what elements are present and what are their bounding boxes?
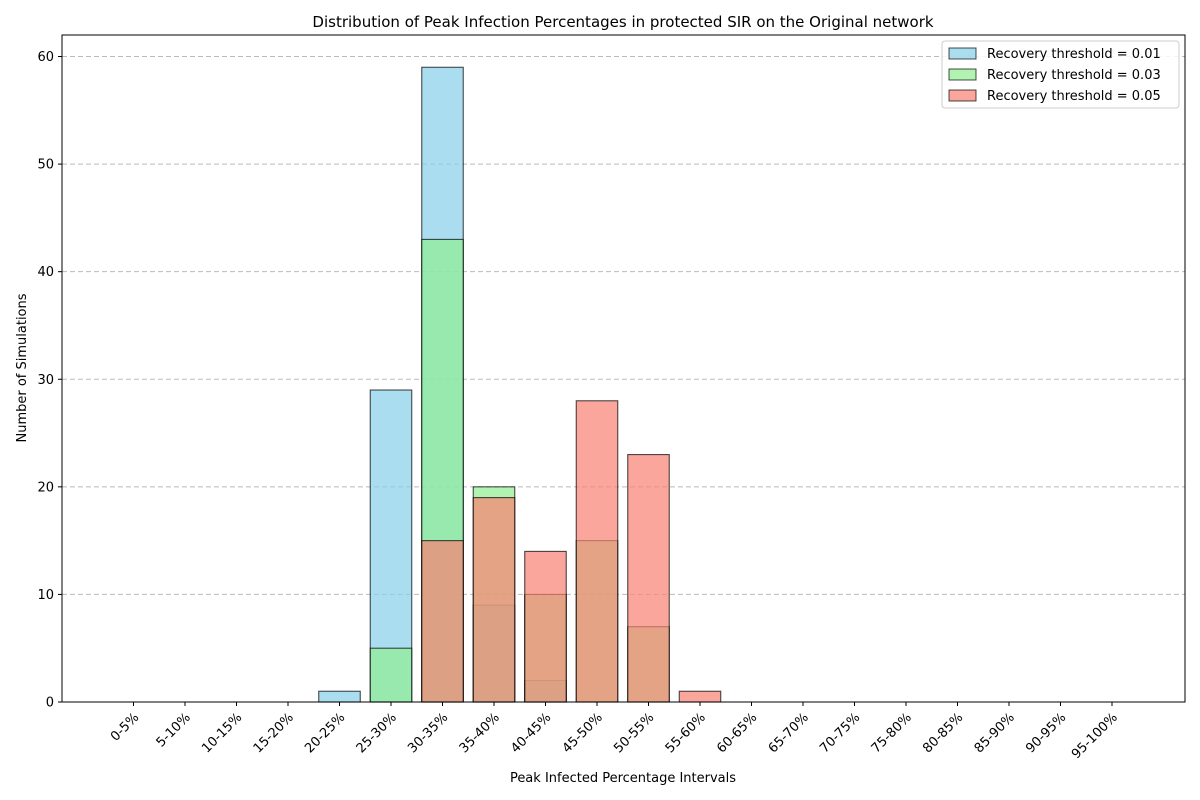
x-tick-label: 70-75% xyxy=(817,710,863,756)
legend-label-1: Recovery threshold = 0.01 xyxy=(987,47,1161,62)
x-tick-label: 80-85% xyxy=(920,710,966,756)
x-axis: 0-5% 5-10% 10-15% 15-20% 20-25% 25-30% 30-35% 3… xyxy=(108,702,1121,762)
plot-frame xyxy=(61,34,1186,703)
legend-label-2: Recovery threshold = 0.03 xyxy=(987,68,1161,83)
x-tick-label: 30-35% xyxy=(405,710,451,756)
x-tick-label: 55-60% xyxy=(663,710,709,756)
bar-series-3-8 xyxy=(524,550,567,703)
x-tick-label: 65-70% xyxy=(766,710,812,756)
legend-swatch-3 xyxy=(948,89,977,102)
y-axis: 0 10 20 30 40 50 60 xyxy=(37,50,62,711)
legend-swatch-1 xyxy=(948,47,977,60)
legend-label-3: Recovery threshold = 0.05 xyxy=(987,89,1161,104)
legend-swatch-2 xyxy=(948,68,977,81)
y-tick-label: 10 xyxy=(37,588,54,603)
chart-title: Distribution of Peak Infection Percentag… xyxy=(312,13,933,31)
legend-box xyxy=(941,40,1180,109)
bar-series-3-7 xyxy=(472,497,516,703)
y-tick-label: 50 xyxy=(37,158,54,173)
y-tick-label: 40 xyxy=(37,265,54,280)
bar-series-3-9 xyxy=(575,400,619,703)
bar-series-3-10 xyxy=(627,454,670,703)
x-tick-label: 50-55% xyxy=(611,710,657,756)
x-tick-label: 95-100% xyxy=(1069,710,1121,762)
legend: Recovery threshold = 0.01 Recovery thresh… xyxy=(941,40,1180,109)
x-tick-label: 25-30% xyxy=(354,710,400,756)
x-tick-label: 5-10% xyxy=(154,710,194,750)
y-tick-label: 60 xyxy=(37,50,54,65)
x-axis-label: Peak Infected Percentage Intervals xyxy=(510,771,736,786)
bar-series-3-11 xyxy=(678,690,722,703)
bar-series-2-5 xyxy=(369,647,413,703)
x-tick-label: 40-45% xyxy=(508,710,554,756)
bar-series-3-6 xyxy=(421,540,464,703)
x-tick-label: 10-15% xyxy=(199,710,245,756)
y-tick-label: 30 xyxy=(37,373,54,388)
x-tick-label: 75-80% xyxy=(869,710,915,756)
y-tick-label: 20 xyxy=(37,480,54,495)
bars xyxy=(318,66,722,703)
gridlines xyxy=(62,56,1185,703)
y-tick-label: 0 xyxy=(46,696,54,711)
x-tick-label: 45-50% xyxy=(560,710,606,756)
x-tick-label: 15-20% xyxy=(251,710,297,756)
bar-series-1-4 xyxy=(318,690,361,703)
x-tick-label: 0-5% xyxy=(108,710,142,744)
x-tick-label: 85-90% xyxy=(972,710,1018,756)
x-tick-label: 35-40% xyxy=(457,710,503,756)
x-tick-label: 20-25% xyxy=(302,710,348,756)
x-tick-label: 60-65% xyxy=(714,710,760,756)
x-tick-label: 90-95% xyxy=(1023,710,1069,756)
y-axis-label: Number of Simulations xyxy=(15,293,30,442)
